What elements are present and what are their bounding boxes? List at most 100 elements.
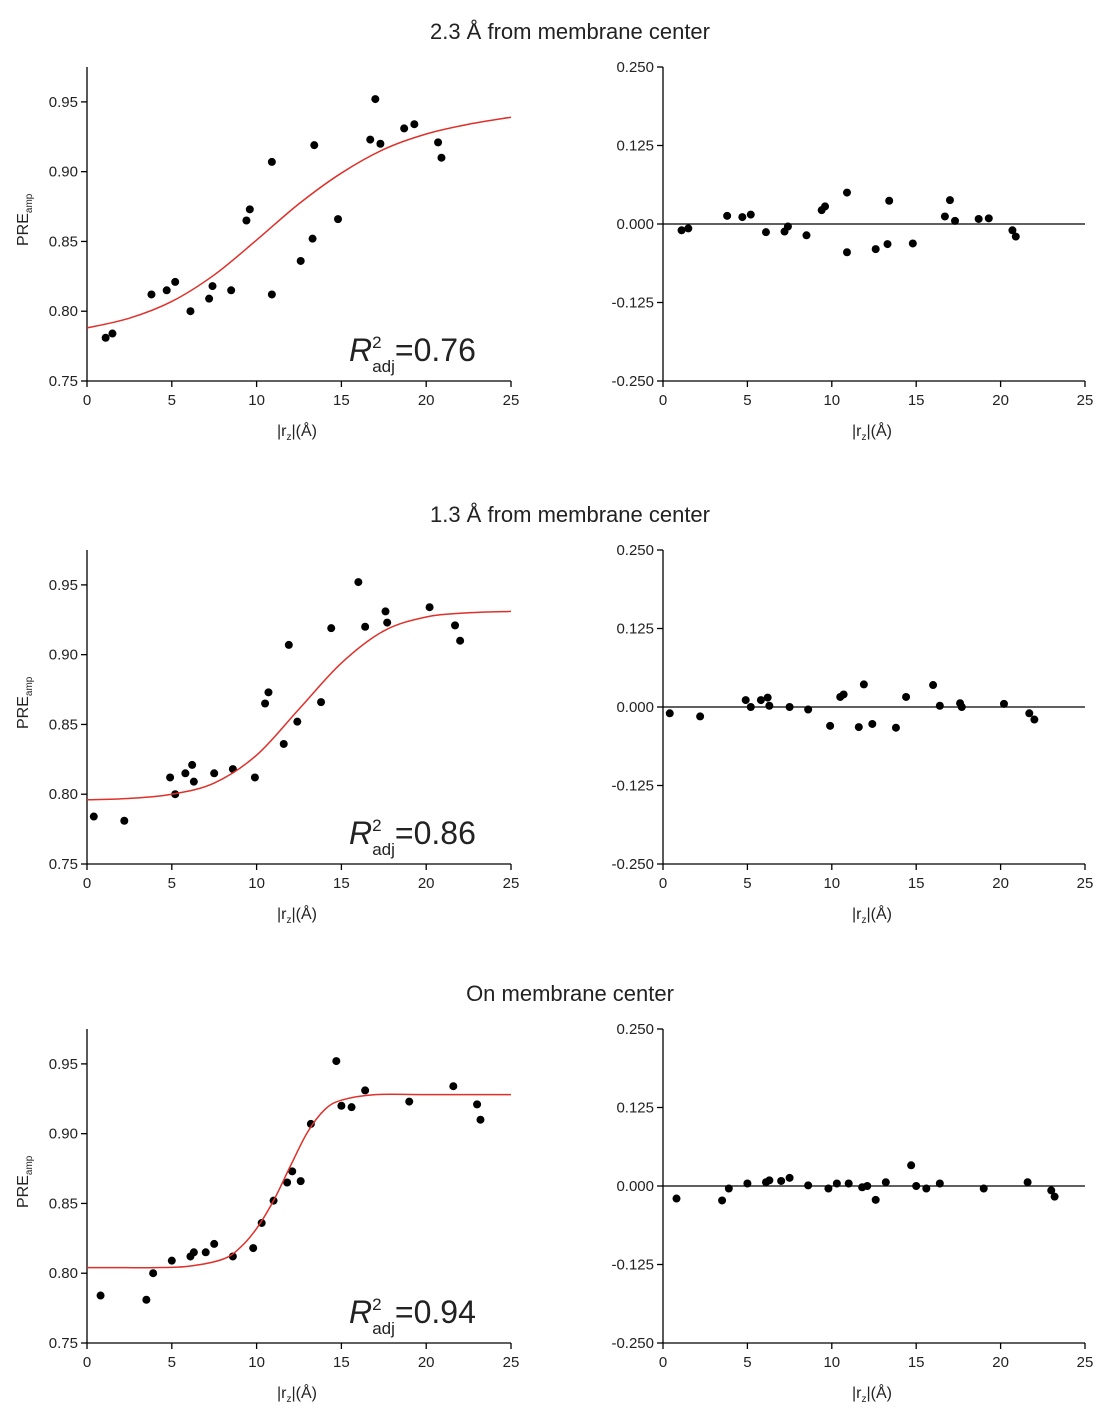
data-point xyxy=(383,618,392,627)
data-point xyxy=(405,1097,414,1106)
data-point xyxy=(746,703,755,711)
data-point xyxy=(242,216,251,225)
data-point xyxy=(842,188,851,197)
y-tick-label: 0.85 xyxy=(49,716,78,733)
data-point xyxy=(844,1179,853,1188)
y-tick-label: -0.250 xyxy=(611,373,654,390)
x-tick-label: 15 xyxy=(333,875,350,892)
data-point xyxy=(332,1057,341,1066)
data-point xyxy=(208,282,217,291)
data-point xyxy=(863,1182,872,1190)
data-point xyxy=(210,1239,219,1248)
data-point xyxy=(434,138,443,147)
data-point xyxy=(984,214,993,223)
data-point xyxy=(999,699,1008,708)
data-point xyxy=(101,333,110,342)
data-point xyxy=(677,226,686,235)
data-point xyxy=(785,1173,794,1182)
x-axis-label: |rz|(Å) xyxy=(852,904,892,926)
data-point xyxy=(449,1082,458,1091)
data-point xyxy=(907,1161,916,1170)
x-tick-label: 25 xyxy=(503,392,520,409)
fit-annotation-main: R xyxy=(349,332,372,368)
data-point xyxy=(296,1177,305,1186)
fit-line xyxy=(86,116,512,329)
data-point xyxy=(250,773,259,782)
data-point xyxy=(821,202,830,211)
data-point xyxy=(147,290,156,299)
data-point xyxy=(425,603,434,612)
x-tick-label: 10 xyxy=(823,392,840,409)
x-axis-label-main: |r xyxy=(277,1385,287,1402)
data-point xyxy=(205,294,214,303)
y-tick-label: 0.80 xyxy=(49,786,78,803)
x-tick-label: 10 xyxy=(823,1354,840,1371)
x-axis-label: |rz|(Å) xyxy=(852,1383,892,1405)
x-axis-label: |rz|(Å) xyxy=(277,421,317,443)
data-point xyxy=(189,1248,198,1257)
data-point xyxy=(308,234,317,243)
data-point xyxy=(167,1256,176,1265)
data-point xyxy=(210,769,219,778)
data-point xyxy=(162,286,171,295)
data-point xyxy=(785,703,794,711)
data-point xyxy=(868,719,877,728)
fit-annotation-sup: 2 xyxy=(372,1295,381,1314)
x-tick-label: 15 xyxy=(908,875,925,892)
data-point xyxy=(327,624,336,633)
y-tick-label: 0.125 xyxy=(616,621,654,638)
fit-annotation-after: =0.86 xyxy=(395,815,476,851)
y-tick-label: 0.85 xyxy=(49,233,78,250)
data-point xyxy=(696,712,705,721)
data-point xyxy=(456,636,465,645)
x-tick-label: 5 xyxy=(743,875,751,892)
data-point xyxy=(854,723,863,732)
data-point xyxy=(188,760,197,769)
data-point xyxy=(746,210,755,219)
x-tick-label: 5 xyxy=(743,1354,751,1371)
y-tick-label: 0.95 xyxy=(49,1056,78,1073)
fit-annotation-sup: 2 xyxy=(372,816,381,835)
x-tick-label: 20 xyxy=(418,875,435,892)
data-point xyxy=(1030,715,1039,724)
fit-annotation-sub: adj xyxy=(372,840,395,859)
data-point xyxy=(1011,232,1020,241)
y-tick-label: 0.75 xyxy=(49,856,78,873)
data-point xyxy=(245,205,254,214)
data-point xyxy=(881,1178,890,1187)
fit-line xyxy=(86,1093,511,1269)
y-axis-label-sub: amp xyxy=(24,676,35,696)
y-tick-label: -0.250 xyxy=(611,1335,654,1352)
y-tick-label: -0.250 xyxy=(611,856,654,873)
x-axis-label-main: |r xyxy=(277,906,287,923)
x-axis-label: |rz|(Å) xyxy=(277,904,317,926)
data-point xyxy=(186,307,195,316)
row-title: 1.3 Å from membrane center xyxy=(430,502,710,527)
data-point xyxy=(891,723,900,732)
data-point xyxy=(765,701,774,710)
x-tick-label: 10 xyxy=(248,875,265,892)
x-axis-label-after: |(Å) xyxy=(291,1383,316,1402)
x-axis-label-sub: z xyxy=(861,915,866,926)
x-tick-label: 10 xyxy=(248,1354,265,1371)
data-point xyxy=(296,256,305,265)
data-point xyxy=(201,1248,210,1257)
data-point xyxy=(264,688,273,697)
data-point xyxy=(940,212,949,221)
y-tick-label: 0.250 xyxy=(616,542,654,559)
data-point xyxy=(227,286,236,295)
x-tick-label: 20 xyxy=(992,392,1009,409)
fit-annotation-sup: 2 xyxy=(372,333,381,352)
data-point xyxy=(979,1184,988,1193)
x-axis-label-after: |(Å) xyxy=(291,904,316,923)
x-tick-label: 20 xyxy=(418,392,435,409)
y-axis-label-main: PRE xyxy=(15,213,32,246)
data-point xyxy=(783,222,792,231)
fit-annotation-main: R xyxy=(349,1294,372,1330)
data-point xyxy=(826,721,835,730)
y-tick-label: 0.000 xyxy=(616,699,654,716)
data-point xyxy=(181,769,190,778)
data-point xyxy=(120,816,129,825)
data-point xyxy=(777,1176,786,1185)
